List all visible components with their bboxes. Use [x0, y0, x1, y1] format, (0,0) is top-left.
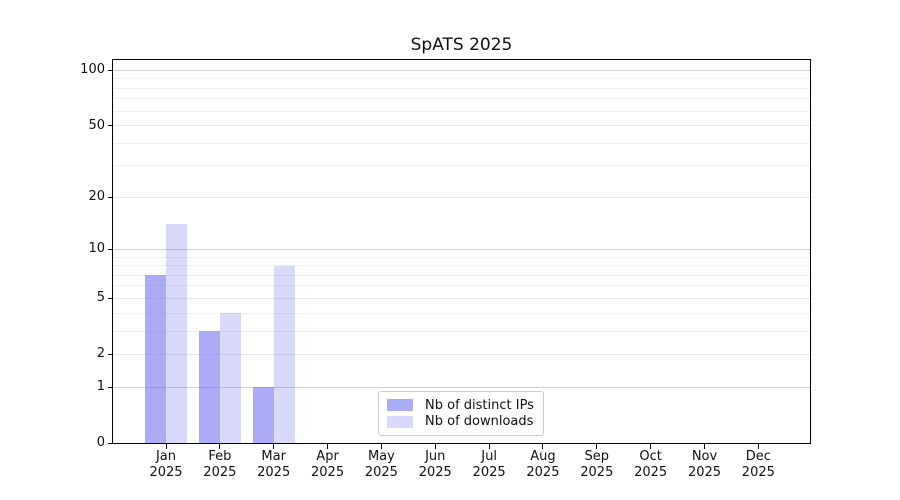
x-tick-label: Apr 2025 — [298, 449, 358, 480]
y-tick-mark — [108, 442, 113, 444]
x-tick-year: 2025 — [472, 464, 506, 480]
y-tick-label: 20 — [88, 189, 105, 205]
x-tick-month: Apr — [316, 449, 339, 464]
x-tick-year: 2025 — [149, 464, 183, 480]
x-tick-mark — [488, 444, 490, 449]
x-tick-label: Dec 2025 — [728, 449, 788, 480]
x-tick-label: Nov 2025 — [675, 449, 735, 480]
y-gridline-minor — [113, 78, 810, 80]
x-tick-year: 2025 — [580, 464, 614, 480]
bar-distinct-ips — [252, 387, 274, 443]
plot-area: Nb of distinct IPs Nb of downloads 0 1 2 5 1… — [80, 59, 811, 480]
y-tick-label: 5 — [96, 290, 105, 306]
x-tick-mark — [165, 444, 167, 449]
y-gridline — [113, 125, 810, 127]
legend-label-distinct-ips: Nb of distinct IPs — [425, 397, 534, 413]
x-tick-mark — [219, 444, 221, 449]
y-gridline-minor — [113, 330, 810, 332]
y-tick-mark — [108, 69, 113, 71]
x-tick-mark — [380, 444, 382, 449]
x-tick-year: 2025 — [364, 464, 398, 480]
x-tick-month: Jul — [481, 449, 497, 464]
x-tick-month: May — [367, 449, 395, 464]
x-tick-year: 2025 — [257, 464, 291, 480]
x-tick-label: Jan 2025 — [136, 449, 196, 480]
x-tick-month: Feb — [208, 449, 232, 464]
x-tick-year: 2025 — [526, 464, 560, 480]
y-tick-mark — [108, 297, 113, 299]
bar-downloads — [219, 313, 241, 443]
y-tick-label: 10 — [88, 241, 105, 257]
x-tick-mark — [434, 444, 436, 449]
x-tick-label: Aug 2025 — [513, 449, 573, 480]
x-tick-month: Mar — [261, 449, 286, 464]
y-tick-mark — [108, 353, 113, 355]
y-tick-label: 100 — [80, 62, 105, 78]
x-tick-year: 2025 — [311, 464, 345, 480]
y-gridline-major — [113, 248, 810, 250]
x-tick-month: Nov — [691, 449, 718, 464]
x-tick-label: Feb 2025 — [190, 449, 250, 480]
y-gridline-minor — [113, 98, 810, 100]
x-tick-year: 2025 — [203, 464, 237, 480]
x-tick-year: 2025 — [741, 464, 775, 480]
x-tick-month: Jan — [155, 449, 177, 464]
y-tick-mark — [108, 386, 113, 388]
x-tick-year: 2025 — [634, 464, 668, 480]
y-gridline-minor — [113, 256, 810, 258]
y-gridline-minor — [113, 142, 810, 144]
y-gridline-minor — [113, 165, 810, 167]
y-gridline — [113, 297, 810, 299]
y-tick-label: 2 — [96, 346, 105, 362]
x-tick-label: Jul 2025 — [459, 449, 519, 480]
y-tick-label: 1 — [96, 379, 105, 395]
x-tick-year: 2025 — [418, 464, 452, 480]
y-gridline-major — [113, 69, 810, 71]
y-gridline-minor — [113, 274, 810, 276]
x-tick-mark — [704, 444, 705, 449]
x-tick-mark — [327, 444, 329, 449]
x-tick-mark — [542, 444, 544, 449]
y-gridline-minor — [113, 87, 810, 89]
legend-row: Nb of distinct IPs — [387, 397, 535, 413]
chart-title: SpATS 2025 — [410, 35, 513, 55]
x-tick-label: Oct 2025 — [621, 449, 681, 480]
x-tick-label: Jun 2025 — [405, 449, 465, 480]
y-tick-mark — [108, 125, 113, 127]
y-tick-label: 0 — [96, 435, 105, 450]
y-gridline — [113, 353, 810, 355]
legend-row: Nb of downloads — [387, 414, 535, 430]
bar-downloads — [273, 265, 295, 443]
y-tick-mark — [108, 196, 113, 198]
x-tick-label: Mar 2025 — [244, 449, 304, 480]
x-tick-month: Jun — [425, 449, 446, 464]
x-tick-mark — [273, 444, 275, 449]
legend-swatch-downloads — [387, 415, 413, 428]
y-gridline-minor — [113, 285, 810, 287]
x-tick-month: Dec — [745, 449, 771, 464]
bar-distinct-ips — [198, 331, 220, 443]
x-tick-label: May 2025 — [351, 449, 411, 480]
x-tick-mark — [596, 444, 598, 449]
y-gridline — [113, 196, 810, 198]
x-tick-month: Aug — [530, 449, 556, 464]
x-tick-year: 2025 — [687, 464, 722, 480]
y-tick-label: 50 — [88, 117, 105, 133]
legend: Nb of distinct IPs Nb of downloads — [378, 391, 544, 436]
y-gridline-minor — [113, 312, 810, 314]
x-tick-month: Sep — [584, 449, 610, 464]
x-tick-mark — [757, 444, 759, 449]
y-gridline-minor — [113, 110, 810, 112]
y-gridline-minor — [113, 265, 810, 267]
legend-swatch-distinct-ips — [387, 399, 413, 412]
x-tick-mark — [650, 444, 652, 449]
bar-distinct-ips — [145, 275, 166, 443]
x-tick-label: Sep 2025 — [567, 449, 627, 480]
legend-label-downloads: Nb of downloads — [425, 414, 534, 430]
bar-downloads — [166, 224, 187, 443]
y-gridline-major — [113, 386, 810, 388]
x-tick-month: Oct — [639, 449, 662, 464]
y-tick-mark — [108, 248, 113, 250]
